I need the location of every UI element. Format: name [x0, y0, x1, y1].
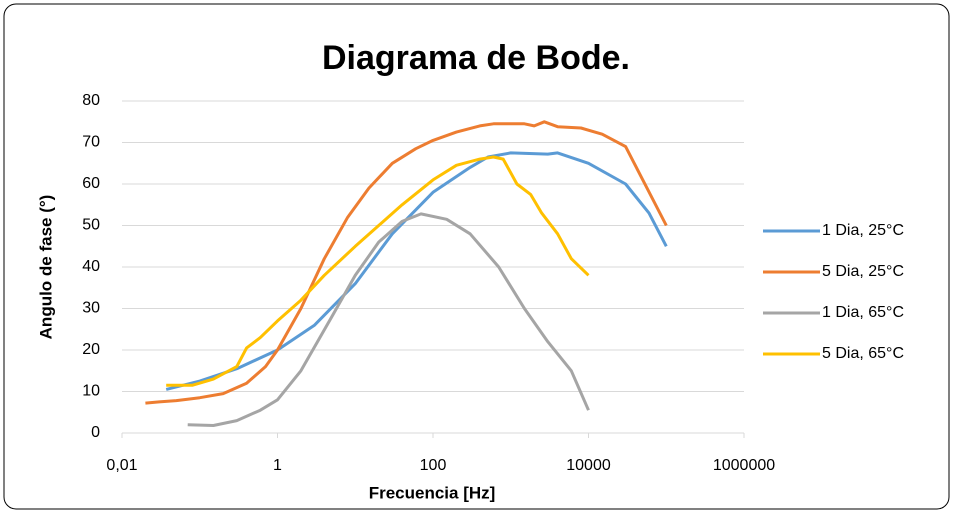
y-axis-title: Angulo de fase (°) [36, 195, 55, 340]
x-tick-label: 0,01 [106, 457, 137, 474]
legend-label: 1 Dia, 65°C [822, 304, 904, 321]
x-tick-label: 100 [420, 457, 447, 474]
y-tick-label: 50 [82, 217, 100, 234]
series-line [187, 212, 590, 427]
y-tick-label: 80 [82, 92, 100, 109]
y-tick-label: 40 [82, 258, 100, 275]
x-tick-label: 10000 [566, 457, 611, 474]
y-tick-label: 30 [82, 300, 100, 317]
x-tick-label: 1 [273, 457, 282, 474]
series-line [165, 151, 668, 391]
series-line [166, 155, 590, 387]
legend-label: 1 Dia, 25°C [822, 222, 904, 239]
y-tick-label: 70 [82, 134, 100, 151]
y-tick-label: 0 [91, 424, 100, 441]
chart-frame [3, 3, 950, 510]
x-tick-label: 1000000 [713, 457, 775, 474]
legend-label: 5 Dia, 65°C [822, 345, 904, 362]
x-axis-title: Frecuencia [Hz] [369, 483, 496, 502]
y-tick-label: 20 [82, 341, 100, 358]
series-line [145, 120, 668, 405]
y-tick-label: 60 [82, 175, 100, 192]
y-tick-label: 10 [82, 383, 100, 400]
chart-title: Diagrama de Bode. [322, 39, 630, 77]
legend-label: 5 Dia, 25°C [822, 263, 904, 280]
